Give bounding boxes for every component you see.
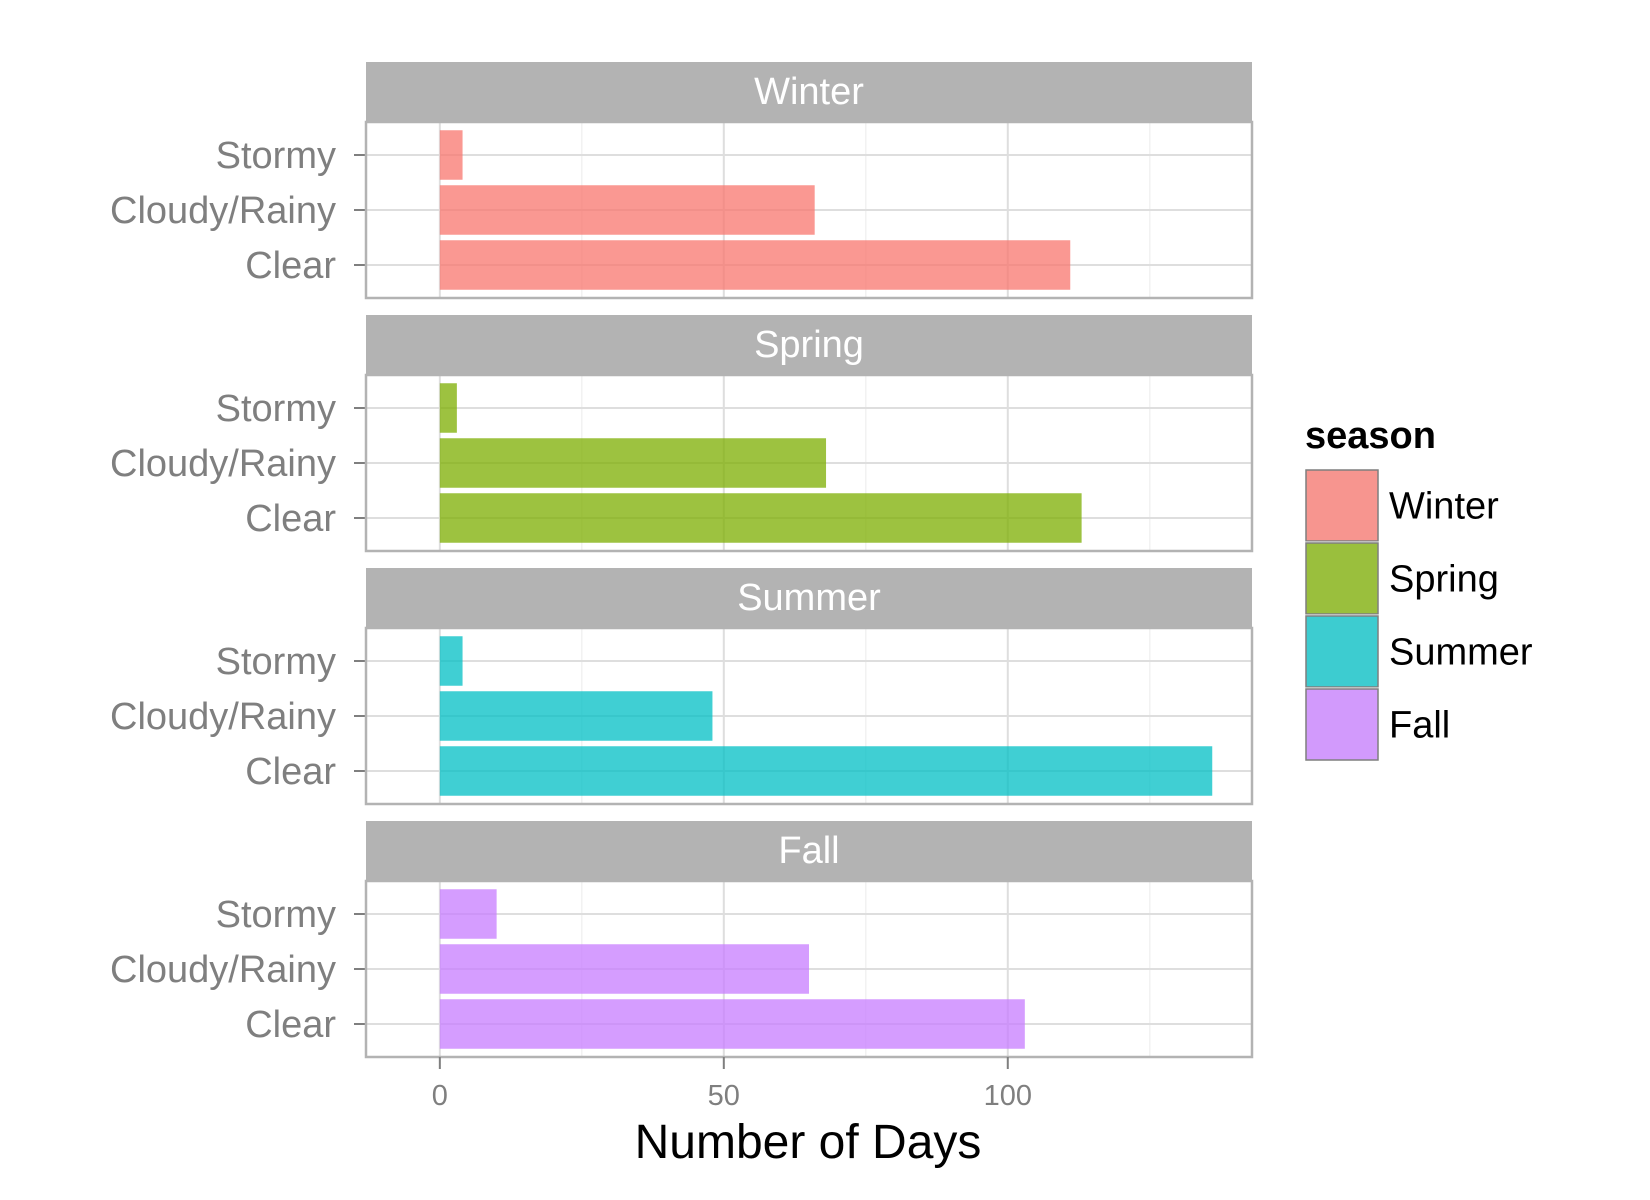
- bar-winter-cloudy-rainy: [439, 185, 815, 235]
- bar-summer-clear: [439, 746, 1213, 796]
- panel-border: [364, 120, 1254, 300]
- legend-label-fall: Fall: [1389, 705, 1450, 747]
- x-tick-label: 50: [708, 1080, 740, 1112]
- bar-spring-clear: [439, 493, 1082, 543]
- y-tick-label: Stormy: [216, 894, 336, 936]
- facet-panels: Winter Stormy Cloudy/Rainy Clear Spring Storm…: [110, 62, 1254, 1059]
- facet-strip-label: Spring: [754, 324, 864, 366]
- bar-fall-cloudy-rainy: [439, 944, 809, 994]
- y-tick-label: Stormy: [216, 135, 336, 177]
- panel-border: [364, 373, 1254, 553]
- y-tick-label: Clear: [245, 245, 336, 287]
- legend-title: season: [1305, 415, 1436, 457]
- x-tick-label: 100: [984, 1080, 1032, 1112]
- legend-label-summer: Summer: [1389, 632, 1533, 674]
- bar-spring-cloudy-rainy: [439, 438, 827, 488]
- legend-items: Winter Spring Summer Fall: [1304, 468, 1533, 762]
- facet-strip-label: Summer: [737, 577, 881, 619]
- bar-winter-clear: [439, 240, 1071, 290]
- y-tick-label: Clear: [245, 1004, 336, 1046]
- facet-winter: Winter Stormy Cloudy/Rainy Clear: [110, 62, 1254, 300]
- bar-winter-stormy: [439, 130, 463, 180]
- legend-swatch-spring: [1305, 542, 1379, 615]
- facet-strip: [366, 62, 1252, 122]
- panel-border: [364, 626, 1254, 806]
- y-tick-label: Clear: [245, 751, 336, 793]
- y-tick-label: Cloudy/Rainy: [110, 949, 336, 991]
- panel-border: [364, 879, 1254, 1059]
- facet-spring: Spring Stormy Cloudy/Rainy Clear: [110, 315, 1254, 553]
- facet-strip: [366, 315, 1252, 375]
- x-axis: 0 50 100: [432, 1057, 1032, 1112]
- bar-summer-cloudy-rainy: [439, 691, 713, 741]
- legend-label-spring: Spring: [1389, 559, 1499, 601]
- bar-fall-clear: [439, 999, 1025, 1049]
- facet-summer: Summer Stormy Cloudy/Rainy Clear: [110, 568, 1254, 806]
- facet-strip-label: Winter: [754, 71, 864, 113]
- x-tick-label: 0: [432, 1080, 448, 1112]
- legend-swatch-fall: [1305, 688, 1379, 761]
- legend: season Winter Spring Summer Fall: [1304, 415, 1533, 762]
- legend-swatch-summer: [1305, 615, 1379, 688]
- bar-spring-stormy: [439, 383, 457, 433]
- facet-strip: [366, 821, 1252, 881]
- facet-strip-label: Fall: [778, 830, 839, 872]
- y-tick-label: Stormy: [216, 388, 336, 430]
- y-tick-label: Cloudy/Rainy: [110, 696, 336, 738]
- facet-strip: [366, 568, 1252, 628]
- y-tick-label: Cloudy/Rainy: [110, 190, 336, 232]
- y-tick-label: Stormy: [216, 641, 336, 683]
- bar-summer-stormy: [439, 636, 463, 686]
- y-tick-label: Clear: [245, 498, 336, 540]
- legend-label-winter: Winter: [1389, 486, 1499, 528]
- legend-swatch-winter: [1305, 469, 1379, 542]
- facet-fall: Fall Stormy Cloudy/Rainy Clear: [110, 821, 1254, 1059]
- bar-fall-stormy: [439, 889, 497, 939]
- y-tick-label: Cloudy/Rainy: [110, 443, 336, 485]
- x-axis-label: Number of Days: [635, 1116, 982, 1169]
